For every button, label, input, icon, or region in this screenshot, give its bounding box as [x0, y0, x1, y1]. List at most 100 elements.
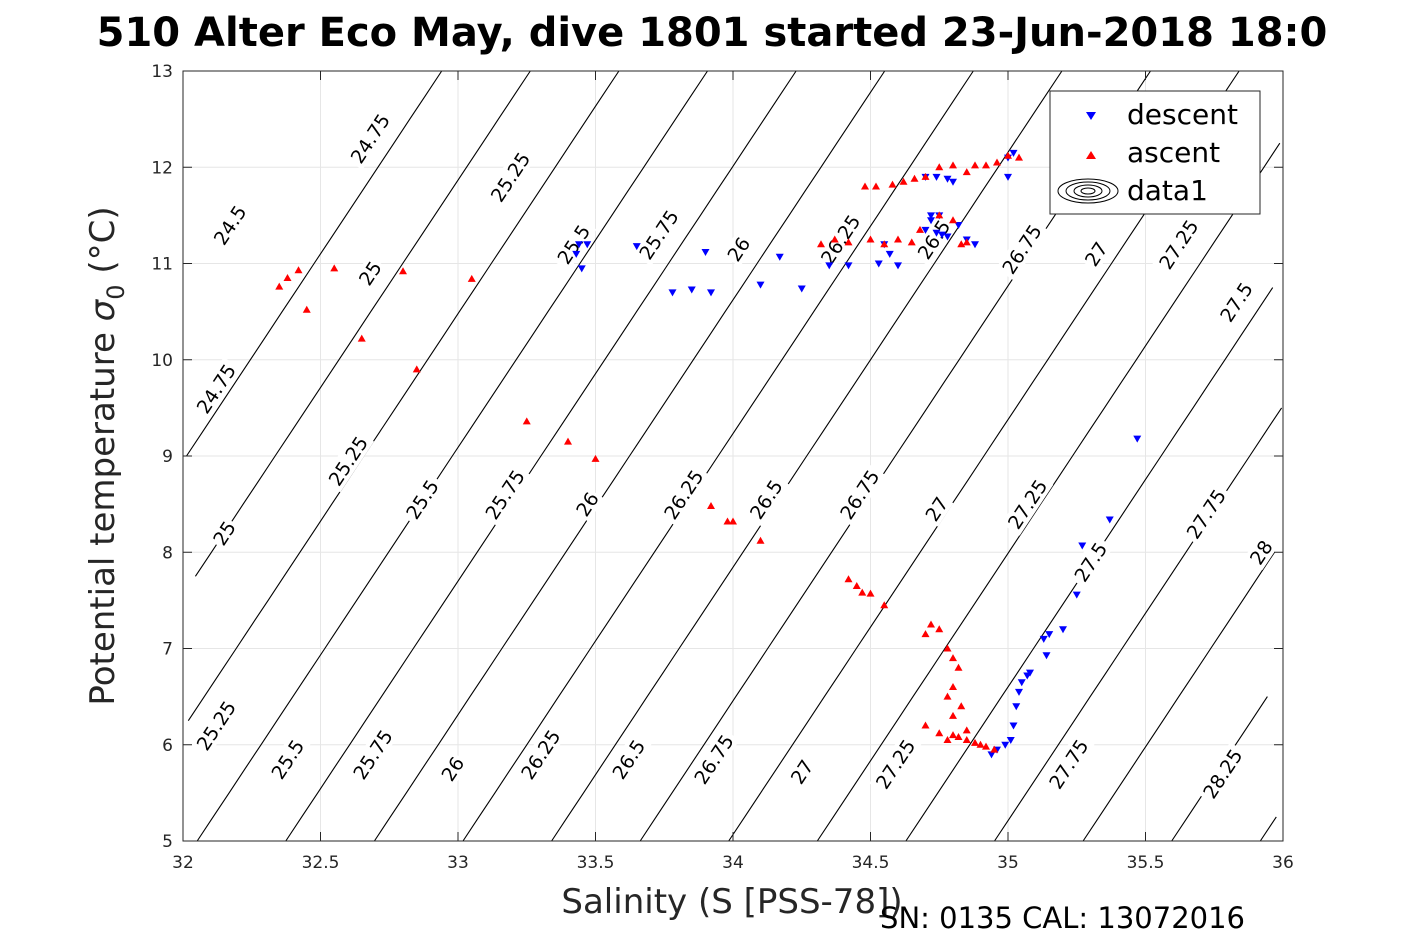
ascent-point-5	[357, 334, 366, 342]
descent-point-38	[1006, 736, 1015, 744]
contour-label-text-10: 27.25	[1155, 216, 1203, 274]
ascent-point-45	[957, 240, 966, 248]
descent-point-20	[932, 229, 941, 237]
ascent-point-24	[866, 235, 875, 243]
contour-label-36: 27.75	[1042, 732, 1095, 796]
contour-label-text-12: 25	[355, 257, 387, 289]
contour-label-bg-34	[784, 753, 819, 790]
descent-point-18	[921, 226, 930, 234]
ascent-point-14	[729, 517, 737, 525]
ascent-point-39	[993, 158, 1001, 166]
contour-label-bg-10	[1152, 212, 1205, 276]
contour-label-text-16: 25.75	[481, 466, 529, 524]
density-contour-15	[1259, 816, 1277, 842]
contour-label-bg-23	[1067, 534, 1114, 589]
descent-point-19	[927, 217, 935, 225]
ascent-point-19	[866, 589, 875, 597]
ascent-point-33	[921, 172, 930, 180]
contour-label-bg-16	[478, 462, 531, 527]
ascent-point-12	[707, 502, 715, 510]
ascent-point-55	[957, 702, 966, 710]
ascent-point-51	[949, 654, 957, 662]
descent-point-8	[707, 289, 715, 297]
descent-point-14	[874, 260, 883, 268]
y-tick-label-4: 9	[162, 447, 173, 467]
ascent-point-36	[962, 168, 971, 176]
contour-label-text-34: 27	[787, 756, 819, 788]
contour-label-5: 26	[721, 231, 756, 267]
ascent-point-67	[943, 735, 952, 743]
x-axis-label: Salinity (S [PSS-78])	[561, 882, 902, 922]
contour-label-bg-35	[869, 732, 922, 796]
descent-point-39	[1009, 722, 1018, 730]
density-contour-10	[816, 142, 1281, 842]
ascent-point-50	[943, 644, 952, 652]
density-contour-0	[186, 70, 443, 457]
density-contour-3	[196, 70, 708, 842]
legend-ascent-label: ascent	[1127, 136, 1220, 169]
contour-label-bg-12	[353, 255, 387, 291]
descent-point-46	[1045, 631, 1054, 639]
contour-label-bg-24	[1179, 482, 1233, 546]
contour-label-text-24: 27.75	[1183, 486, 1231, 544]
ascent-point-61	[962, 735, 971, 743]
ascent-point-28	[861, 182, 869, 190]
contour-label-29: 25.75	[346, 722, 399, 786]
ascent-point-4	[330, 264, 339, 272]
descent-point-37	[1001, 741, 1010, 749]
descent-point-47	[1042, 652, 1051, 660]
descent-point-0	[575, 241, 583, 249]
ascent-point-15	[756, 536, 765, 544]
contour-label-text-4: 25.75	[635, 206, 683, 264]
contour-label-18: 26.25	[657, 462, 710, 527]
descent-point-23	[954, 222, 963, 229]
contour-label-text-33: 26.75	[690, 731, 738, 789]
ascent-point-17	[852, 581, 861, 589]
x-tick-label-0: 32	[172, 853, 194, 873]
contour-label-26: 25	[207, 515, 242, 551]
ascent-point-43	[935, 211, 944, 219]
ascent-point-11	[591, 454, 600, 462]
descent-point-6	[687, 286, 696, 294]
contour-label-bg-20	[833, 462, 886, 527]
legend-data1-label: data1	[1127, 174, 1208, 207]
x-tick-label-2: 33	[447, 853, 469, 873]
contour-label-bg-5	[721, 231, 756, 267]
density-contour-5	[373, 70, 886, 842]
contour-label-28: 25.5	[264, 732, 311, 787]
contour-label-35: 27.25	[869, 732, 922, 796]
descent-point-33	[1009, 149, 1018, 157]
contour-label-bg-2	[484, 145, 537, 209]
contour-label-text-14: 25.25	[325, 433, 373, 491]
ascent-point-0	[275, 282, 284, 290]
y-axis-ticks: 5 6 7 8 9 10 11 12 13	[151, 62, 1283, 852]
ascent-point-37	[971, 161, 979, 169]
y-axis-label-unit: (°C)	[83, 206, 123, 284]
descent-point-40	[1012, 703, 1021, 711]
descent-point-11	[797, 285, 806, 293]
contour-label-6: 26.25	[814, 207, 867, 271]
contour-label-bg-25	[1244, 534, 1278, 571]
ascent-point-10	[564, 437, 572, 445]
contour-label-text-17: 26	[572, 488, 604, 520]
contour-label-text-30: 26	[437, 753, 469, 785]
ascent-point-3	[302, 305, 311, 313]
ascent-point-25	[880, 240, 889, 248]
contour-label-text-6: 26.25	[817, 211, 865, 269]
ascent-point-30	[888, 180, 897, 188]
contour-label-bg-31	[514, 722, 567, 786]
descent-point-27	[932, 173, 941, 181]
contour-label-21: 27	[919, 491, 954, 527]
contour-label-15: 25.5	[399, 472, 446, 527]
contour-label-8: 26.75	[995, 217, 1048, 281]
contour-label-16: 25.75	[478, 462, 531, 527]
ascent-point-9	[522, 417, 531, 425]
descent-point-7	[701, 248, 710, 256]
contour-label-17: 26	[570, 486, 605, 522]
y-tick-label-0: 5	[162, 832, 173, 852]
density-contour-7	[551, 70, 1063, 842]
ascent-point-64	[982, 742, 990, 750]
y-tick-label-2: 7	[162, 640, 173, 660]
x-tick-label-8: 36	[1272, 853, 1294, 873]
